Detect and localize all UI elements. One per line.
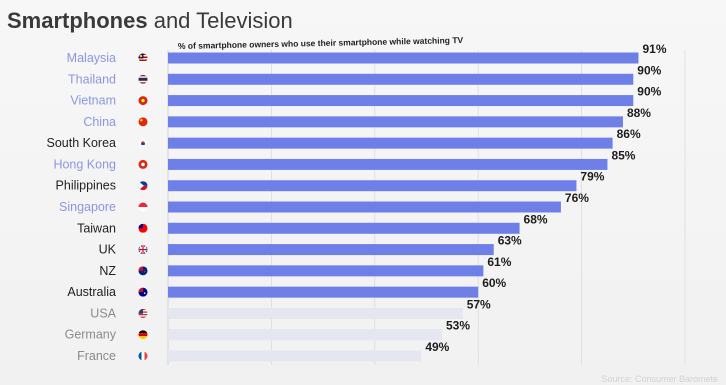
category-label-uk: UK: [99, 243, 117, 257]
bar-hong-kong: [168, 158, 608, 170]
bar-france: [168, 350, 422, 362]
taiwan-flag-icon: [138, 223, 148, 233]
uk-flag-icon: [138, 245, 148, 255]
nz-flag-icon: [138, 266, 148, 276]
category-label-taiwan: Taiwan: [77, 221, 116, 235]
chart-title: Smartphones and Television: [7, 8, 293, 33]
australia-flag-icon: [138, 287, 148, 297]
bar-south-korea: [168, 137, 613, 149]
value-label-france: 49%: [425, 340, 449, 354]
philippines-flag-icon: [138, 181, 148, 191]
bar-germany: [168, 329, 443, 341]
bar-singapore: [168, 201, 561, 213]
bar-usa: [168, 307, 463, 319]
value-label-uk: 63%: [498, 234, 522, 248]
bar-china: [168, 116, 623, 128]
category-label-hong-kong: Hong Kong: [53, 157, 116, 171]
value-label-malaysia: 91%: [642, 42, 666, 56]
chart-subtitle: % of smartphone owners who use their sma…: [178, 35, 464, 51]
bar-philippines: [168, 180, 577, 192]
germany-flag-icon: [138, 330, 148, 340]
bar-malaysia: [168, 52, 639, 64]
flags: [138, 53, 148, 361]
source-note: Source: Consumer Baromete: [601, 374, 718, 384]
hong-kong-flag-icon: [138, 159, 148, 169]
category-label-australia: Australia: [67, 285, 116, 299]
value-label-south-korea: 86%: [617, 127, 641, 141]
category-label-philippines: Philippines: [56, 179, 116, 193]
value-label-china: 88%: [627, 106, 651, 120]
thailand-flag-icon: [138, 74, 148, 84]
bar-nz: [168, 265, 484, 277]
bar-vietnam: [168, 95, 634, 107]
south-korea-flag-icon: [138, 138, 148, 148]
category-label-vietnam: Vietnam: [70, 94, 116, 108]
category-label-usa: USA: [90, 306, 116, 320]
category-label-nz: NZ: [99, 264, 116, 278]
category-label-south-korea: South Korea: [47, 136, 117, 150]
value-label-hong-kong: 85%: [611, 148, 635, 162]
value-labels: 91% 90% 90% 88% 86% 85% 79% 76% 68%63% 61% 60% 57% 5…: [425, 42, 666, 354]
value-label-vietnam: 90%: [637, 85, 661, 99]
singapore-flag-icon: [138, 202, 148, 212]
category-label-malaysia: Malaysia: [67, 51, 116, 65]
value-label-taiwan: 68%: [524, 212, 548, 226]
value-label-usa: 57%: [467, 297, 491, 311]
value-label-germany: 53%: [446, 319, 470, 333]
vietnam-flag-icon: [138, 96, 148, 106]
title-bold: Smartphones: [7, 8, 148, 33]
malaysia-flag-icon: [138, 53, 148, 63]
usa-flag-icon: [138, 308, 148, 318]
bars: [168, 52, 639, 362]
value-label-australia: 60%: [482, 276, 506, 290]
category-label-singapore: Singapore: [59, 200, 116, 214]
category-label-france: France: [77, 349, 116, 363]
bar-australia: [168, 286, 479, 298]
category-label-germany: Germany: [65, 328, 117, 342]
bar-taiwan: [168, 222, 520, 234]
value-label-thailand: 90%: [637, 63, 661, 77]
category-labels: Malaysia Thailand Vietnam China South Korea H…: [47, 51, 117, 363]
china-flag-icon: [138, 117, 148, 127]
value-label-philippines: 79%: [580, 170, 604, 184]
category-label-thailand: Thailand: [68, 72, 116, 86]
value-label-singapore: 76%: [565, 191, 589, 205]
value-label-nz: 61%: [487, 255, 511, 269]
bar-uk: [168, 244, 494, 256]
france-flag-icon: [138, 351, 148, 361]
bar-thailand: [168, 73, 634, 85]
title-rest: and Television: [148, 8, 293, 33]
category-label-china: China: [83, 115, 116, 129]
